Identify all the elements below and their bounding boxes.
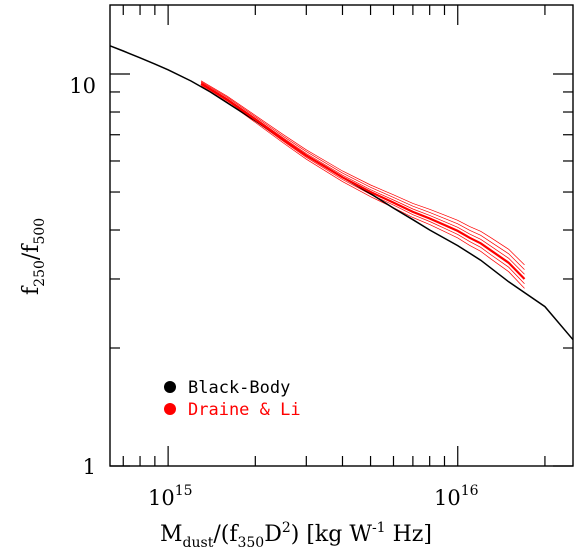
draine-li-band xyxy=(200,80,525,289)
plot-frame xyxy=(109,4,574,467)
x-axis-title: Mdust/(f350D2) [kg W-1 Hz] xyxy=(160,520,432,551)
y-axis-title: f250/f500 xyxy=(19,218,48,295)
draine-li-band-line xyxy=(200,84,525,284)
legend-label-black-body: Black-Body xyxy=(188,378,290,398)
series-line-draine-li xyxy=(200,82,526,280)
legend-label-draine-li: Draine & Li xyxy=(188,400,301,420)
legend: Black-Body Draine & Li xyxy=(164,378,301,420)
series-line-black-body xyxy=(109,45,574,341)
series-lines xyxy=(109,45,574,341)
draine-li-band-line xyxy=(200,81,525,270)
legend-marker-black-body xyxy=(164,381,176,393)
x-tick-label-1e16: 1016 xyxy=(434,483,479,510)
draine-li-band-line xyxy=(200,85,525,289)
axis-ticks xyxy=(110,5,573,467)
draine-li-band-line xyxy=(200,82,525,275)
legend-marker-draine-li xyxy=(164,403,176,415)
y-tick-label-1: 1 xyxy=(83,455,96,479)
x-tick-label-1e15: 1015 xyxy=(148,483,193,510)
y-tick-label-10: 10 xyxy=(69,74,96,98)
draine-li-band-line xyxy=(200,80,525,266)
